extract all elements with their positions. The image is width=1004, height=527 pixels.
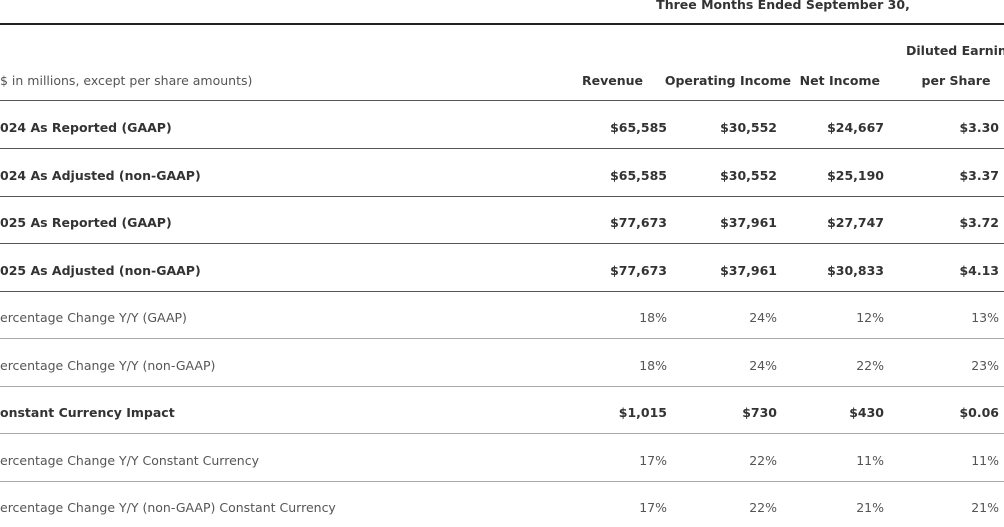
row-label: 024 As Adjusted (non-GAAP)	[0, 167, 201, 183]
cell: $24,667	[827, 120, 884, 135]
column-header: $ in millions, except per share amounts)	[0, 73, 253, 88]
cell: $1,015	[618, 405, 667, 420]
cell: 17%	[639, 500, 667, 515]
row-label: onstant Currency Impact	[0, 405, 175, 420]
cell: 11%	[971, 452, 999, 468]
row-rule	[0, 290, 1004, 292]
column-header: per Share	[921, 73, 991, 88]
cell: $77,673	[610, 262, 667, 278]
row-label: 025 As Reported (GAAP)	[0, 215, 172, 230]
cell: $30,552	[720, 120, 777, 135]
header-rule	[0, 23, 1004, 25]
row-rule	[0, 195, 1004, 197]
column-header: Operating Income	[664, 73, 791, 88]
row-rule	[0, 433, 1004, 434]
row-rule	[0, 338, 1004, 339]
row-rule	[0, 385, 1004, 387]
cell: $65,585	[610, 167, 667, 183]
row-label: ercentage Change Y/Y (non-GAAP)	[0, 357, 216, 373]
row-rule	[0, 243, 1004, 244]
cell: $30,552	[720, 167, 777, 183]
row-rule	[0, 100, 1004, 101]
cell: 21%	[856, 500, 884, 515]
cell: 11%	[856, 452, 884, 468]
cell: 18%	[639, 357, 667, 373]
cell: 13%	[971, 310, 999, 325]
cell: 24%	[749, 357, 777, 373]
cell: $77,673	[610, 215, 667, 230]
cell: $37,961	[720, 215, 777, 230]
cell: $30,833	[827, 262, 884, 278]
cell: 17%	[639, 452, 667, 468]
cell: 21%	[971, 500, 999, 515]
cell: $0.06	[959, 405, 999, 420]
cell: 23%	[971, 357, 999, 373]
cell: 12%	[856, 310, 884, 325]
cell: 24%	[749, 310, 777, 325]
cell: $3.30	[959, 120, 999, 135]
cell: $27,747	[827, 215, 884, 230]
column-header: Diluted Earnings	[906, 43, 1004, 58]
cell: $730	[742, 405, 777, 420]
row-rule	[0, 480, 1004, 482]
cell: $37,961	[720, 262, 777, 278]
cell: $430	[849, 405, 884, 420]
cell: $25,190	[827, 167, 884, 183]
cell: $4.13	[959, 262, 999, 278]
row-label: 024 As Reported (GAAP)	[0, 120, 172, 135]
row-label: ercentage Change Y/Y (GAAP)	[0, 310, 187, 325]
column-header: Net Income	[799, 73, 880, 88]
cell: 22%	[749, 500, 777, 515]
cell: 22%	[749, 452, 777, 468]
row-label: ercentage Change Y/Y (non-GAAP) Constant…	[0, 500, 336, 515]
cell: $65,585	[610, 120, 667, 135]
cell: $3.72	[959, 215, 999, 230]
row-label: 025 As Adjusted (non-GAAP)	[0, 262, 201, 278]
period-header: Three Months Ended September 30,	[656, 0, 910, 12]
column-header: Revenue	[581, 73, 643, 88]
cell: 22%	[856, 357, 884, 373]
row-rule	[0, 148, 1004, 149]
cell: $3.37	[959, 167, 999, 183]
row-label: ercentage Change Y/Y Constant Currency	[0, 452, 259, 468]
cell: 18%	[639, 310, 667, 325]
